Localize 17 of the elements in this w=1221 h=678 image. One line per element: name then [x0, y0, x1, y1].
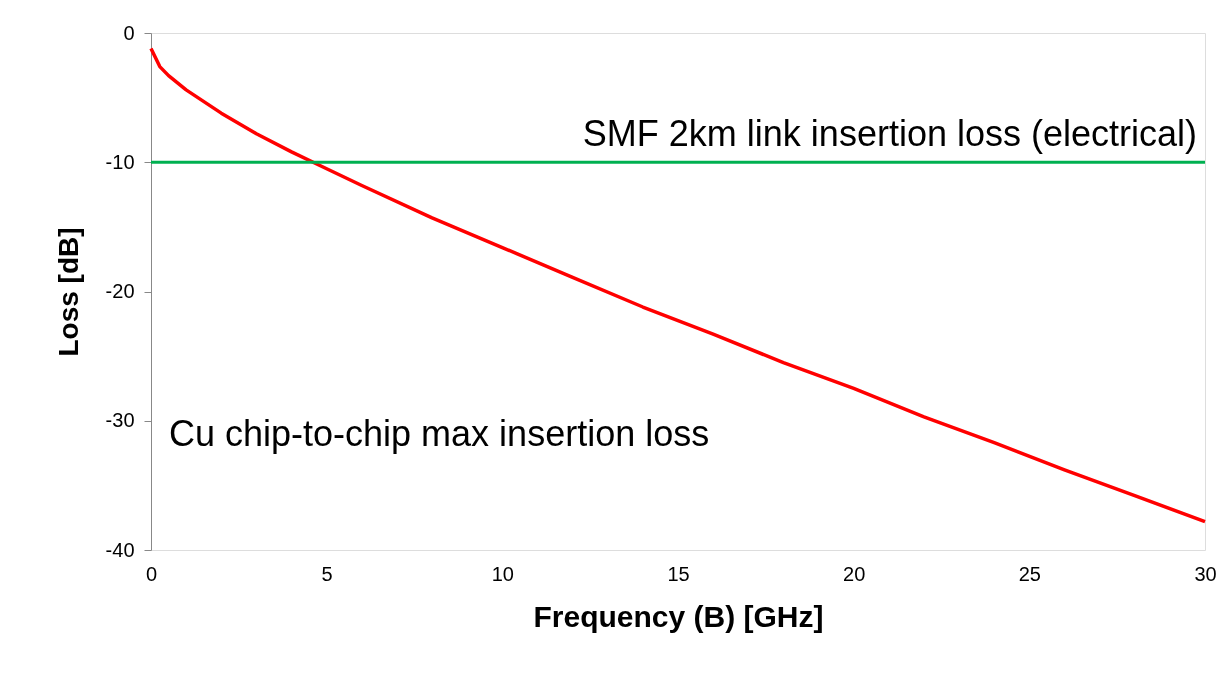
x-tick-label: 20 — [843, 562, 866, 585]
x-tick-label: 0 — [145, 562, 158, 585]
x-tick-label: 15 — [667, 562, 690, 585]
y-tick-label: -20 — [105, 280, 135, 302]
y-tick-label: -30 — [105, 409, 135, 432]
x-tick-label: 30 — [1194, 562, 1217, 585]
x-tick-label: 10 — [491, 562, 514, 585]
y-tick-label: -10 — [105, 150, 135, 173]
x-tick-label: 5 — [321, 562, 333, 585]
annotation: Cu chip-to-chip max insertion loss — [169, 413, 710, 454]
x-axis-title: Frequency (B) [GHz] — [533, 599, 824, 633]
line-series — [149, 46, 1207, 524]
y-tick-label: -40 — [105, 538, 135, 561]
ref-line-label: SMF 2km link insertion loss (electrical) — [582, 113, 1197, 155]
x-tick-label: 25 — [1018, 562, 1041, 585]
y-axis-title: Loss [dB] — [52, 227, 84, 357]
y-tick-label: 0 — [123, 21, 135, 44]
